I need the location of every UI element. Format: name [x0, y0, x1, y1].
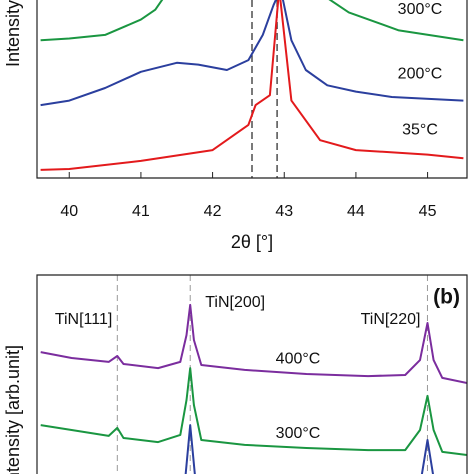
axes-frame	[36, 274, 468, 474]
plot-area	[40, 303, 467, 474]
x-axis-label: 2θ [°]	[231, 232, 273, 252]
panel-b: TiN[111] TiN[200] TiN[220] 400°C 300°C Intens…	[3, 274, 468, 474]
x-tick-label: 40	[60, 203, 78, 220]
x-tick-label: 44	[347, 203, 365, 220]
reference-label: TiN[111]	[55, 311, 113, 328]
x-tick-label: 41	[132, 203, 150, 220]
data-line	[40, 0, 464, 171]
series-label: 400°C	[276, 351, 321, 368]
plot-area	[40, 0, 464, 171]
x-tick-label: 43	[275, 203, 293, 220]
axes-frame	[36, 0, 468, 179]
panel-label: (b)	[433, 286, 460, 309]
data-line	[40, 303, 467, 384]
series-label: 35°C	[402, 121, 438, 138]
panel-a: 300°C 200°C 35°C 40 41 42 43 44 45 2θ [°] Intensit…	[3, 0, 468, 252]
data-line	[184, 424, 434, 474]
reference-label: TiN[220]	[361, 311, 421, 328]
series-label: 300°C	[276, 425, 321, 442]
y-axis-label: Intensity [arb.unit]	[3, 345, 23, 474]
x-tick-label: 42	[204, 203, 222, 220]
series-label: 200°C	[398, 66, 443, 83]
x-tick-label: 45	[419, 203, 437, 220]
series-label: 300°C	[398, 1, 443, 18]
data-line	[40, 367, 467, 456]
data-line	[40, 0, 464, 107]
data-line	[40, 0, 464, 42]
reference-label: TiN[200]	[205, 294, 265, 311]
y-axis-label: Intensity	[3, 0, 23, 67]
